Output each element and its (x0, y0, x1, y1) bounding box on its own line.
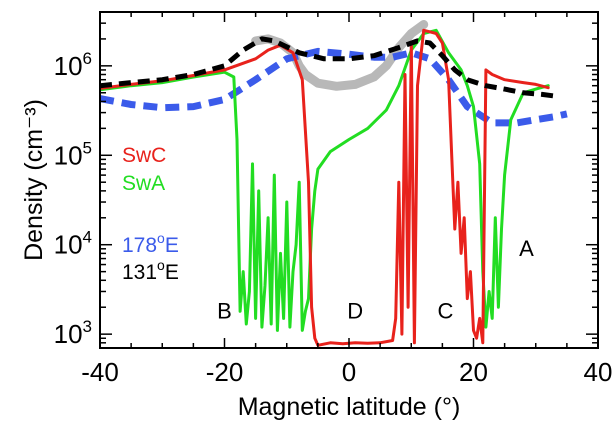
region-label-B: B (217, 298, 232, 323)
series-layer (100, 20, 568, 347)
x-tick-label: 20 (459, 357, 488, 387)
legend-entry-number: 178 (122, 234, 157, 257)
region-label-A: A (519, 236, 534, 261)
legend-entry-1: SwA (122, 172, 165, 195)
region-label-C: C (438, 298, 454, 323)
x-tick-label: 40 (584, 357, 613, 387)
legend-entry-2: 178oE (122, 230, 179, 257)
x-tick-label: -20 (206, 357, 244, 387)
y-tick-exponent: 6 (83, 49, 92, 68)
series-line-2 (100, 28, 550, 332)
series-line-1 (100, 47, 568, 127)
legend-entry-3: 131oE (122, 257, 179, 284)
x-tick-label: -40 (81, 357, 119, 387)
legend-entry-unit: E (165, 261, 179, 284)
y-tick-label: 106 (54, 49, 92, 81)
y-axis-title: Density (cm⁻³) (20, 99, 48, 261)
y-tick-label: 103 (54, 317, 92, 349)
region-label-D: D (347, 298, 363, 323)
y-tick-base: 10 (54, 230, 83, 260)
series-line-3 (100, 28, 550, 347)
legend-entry-degree: o (157, 257, 165, 273)
y-tick-base: 10 (54, 140, 83, 170)
series-group (100, 20, 568, 347)
legend-entry-number: 131 (122, 261, 157, 284)
y-tick-exponent: 4 (83, 228, 92, 247)
y-tick-exponent: 5 (83, 138, 92, 157)
series-line-4 (100, 36, 555, 99)
legend-entry-degree: o (157, 230, 165, 246)
x-axis-title: Magnetic latitude (°) (238, 393, 461, 421)
y-tick-label: 104 (54, 228, 92, 260)
y-tick-exponent: 3 (83, 317, 92, 336)
y-tick-label: 105 (54, 138, 92, 170)
y-tick-base: 10 (54, 51, 83, 81)
legend-entry-0: SwC (122, 144, 166, 167)
legend-entry-unit: E (165, 234, 179, 257)
y-tick-base: 10 (54, 319, 83, 349)
x-tick-label: 0 (342, 357, 356, 387)
